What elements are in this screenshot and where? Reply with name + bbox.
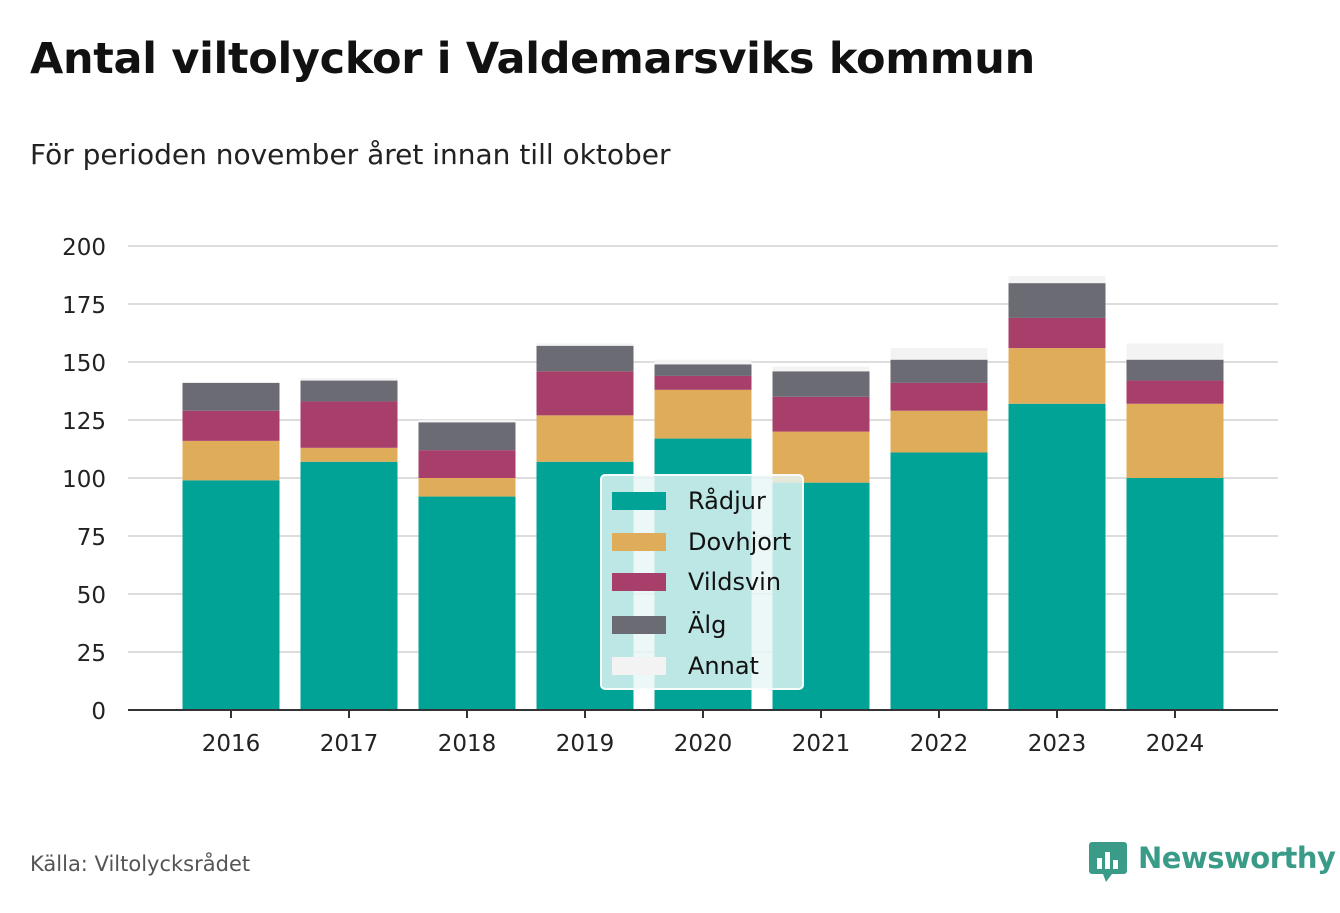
bar-segment-radjur: [890, 452, 988, 710]
y-tick-label: 200: [62, 235, 106, 261]
bar-segment-annat: [1008, 276, 1106, 284]
bar-segment-radjur: [418, 496, 516, 710]
bar-segment-annat: [418, 420, 516, 423]
y-tick-label: 100: [62, 467, 106, 493]
newsworthy-logo-icon: [1089, 842, 1127, 882]
bar-segment-radjur: [182, 480, 280, 710]
bar-segment-alg: [1126, 359, 1224, 381]
bar-segment-alg: [300, 380, 398, 402]
bar-segment-vildsvin: [654, 375, 752, 390]
x-tick-label: 2024: [1146, 731, 1205, 757]
y-tick-label: 25: [77, 641, 106, 667]
y-tick-label: 150: [62, 351, 106, 377]
legend: Rådjur Dovhjort Vildsvin Älg Annat: [600, 474, 804, 690]
chart-title: Antal viltolyckor i Valdemarsviks kommun: [30, 34, 1035, 84]
bar-segment-annat: [890, 348, 988, 360]
legend-swatch-dovhjort: [612, 533, 666, 551]
bar-segment-annat: [654, 359, 752, 365]
y-tick-label: 75: [77, 525, 106, 551]
bar-segment-annat: [772, 366, 870, 372]
legend-swatch-radjur: [612, 492, 666, 510]
bar-segment-annat: [300, 378, 398, 381]
bar-segment-vildsvin: [300, 401, 398, 448]
legend-swatch-annat: [612, 657, 666, 675]
bar-segment-alg: [536, 345, 634, 372]
bar-segment-annat: [1126, 343, 1224, 360]
bar-segment-annat: [536, 343, 634, 346]
legend-label-radjur: Rådjur: [688, 487, 766, 515]
bar-segment-radjur: [300, 461, 398, 710]
bar-segment-vildsvin: [536, 371, 634, 416]
bar-segment-vildsvin: [182, 410, 280, 441]
newsworthy-logo[interactable]: Newsworthy: [1088, 838, 1336, 884]
chart-subtitle: För perioden november året innan till ok…: [30, 138, 671, 171]
bar-segment-alg: [890, 359, 988, 383]
y-tick-label: 125: [62, 409, 106, 435]
x-tick-label: 2016: [202, 731, 261, 757]
x-tick-label: 2022: [910, 731, 969, 757]
bar-segment-vildsvin: [890, 382, 988, 411]
legend-label-vildsvin: Vildsvin: [688, 568, 782, 596]
x-tick-label: 2019: [556, 731, 615, 757]
bar-segment-dovhjort: [300, 447, 398, 462]
legend-label-dovhjort: Dovhjort: [688, 528, 792, 556]
bar-segment-dovhjort: [1008, 348, 1106, 404]
bar-segment-dovhjort: [654, 389, 752, 439]
bar-segment-radjur: [1008, 403, 1106, 710]
legend-label-alg: Älg: [688, 611, 727, 639]
x-tick-label: 2023: [1028, 731, 1087, 757]
x-tick-label: 2018: [438, 731, 497, 757]
legend-swatch-alg: [612, 616, 666, 634]
source-note: Källa: Viltolycksrådet: [30, 852, 251, 876]
y-tick-label: 175: [62, 293, 106, 319]
bar-segment-vildsvin: [1126, 380, 1224, 404]
legend-label-annat: Annat: [688, 652, 759, 680]
bar-segment-dovhjort: [1126, 403, 1224, 478]
bar-segment-alg: [182, 382, 280, 411]
legend-swatch-vildsvin: [612, 573, 666, 591]
y-tick-label: 50: [77, 583, 106, 609]
newsworthy-logo-text: Newsworthy: [1138, 841, 1336, 875]
x-tick-label: 2021: [792, 731, 851, 757]
bar-segment-vildsvin: [772, 396, 870, 432]
y-tick-label: 0: [91, 699, 106, 725]
bar-segment-alg: [654, 364, 752, 376]
x-tick-label: 2017: [320, 731, 379, 757]
bar-segment-vildsvin: [1008, 317, 1106, 349]
bar-segment-dovhjort: [536, 415, 634, 462]
bar-segment-alg: [418, 422, 516, 451]
bar-segment-dovhjort: [182, 440, 280, 481]
bar-segment-alg: [772, 371, 870, 397]
bar-segment-alg: [1008, 283, 1106, 318]
bar-segment-vildsvin: [418, 450, 516, 478]
x-tick-label: 2020: [674, 731, 733, 757]
bar-segment-dovhjort: [890, 410, 988, 453]
bar-segment-dovhjort: [418, 478, 516, 497]
bar-segment-radjur: [1126, 478, 1224, 710]
